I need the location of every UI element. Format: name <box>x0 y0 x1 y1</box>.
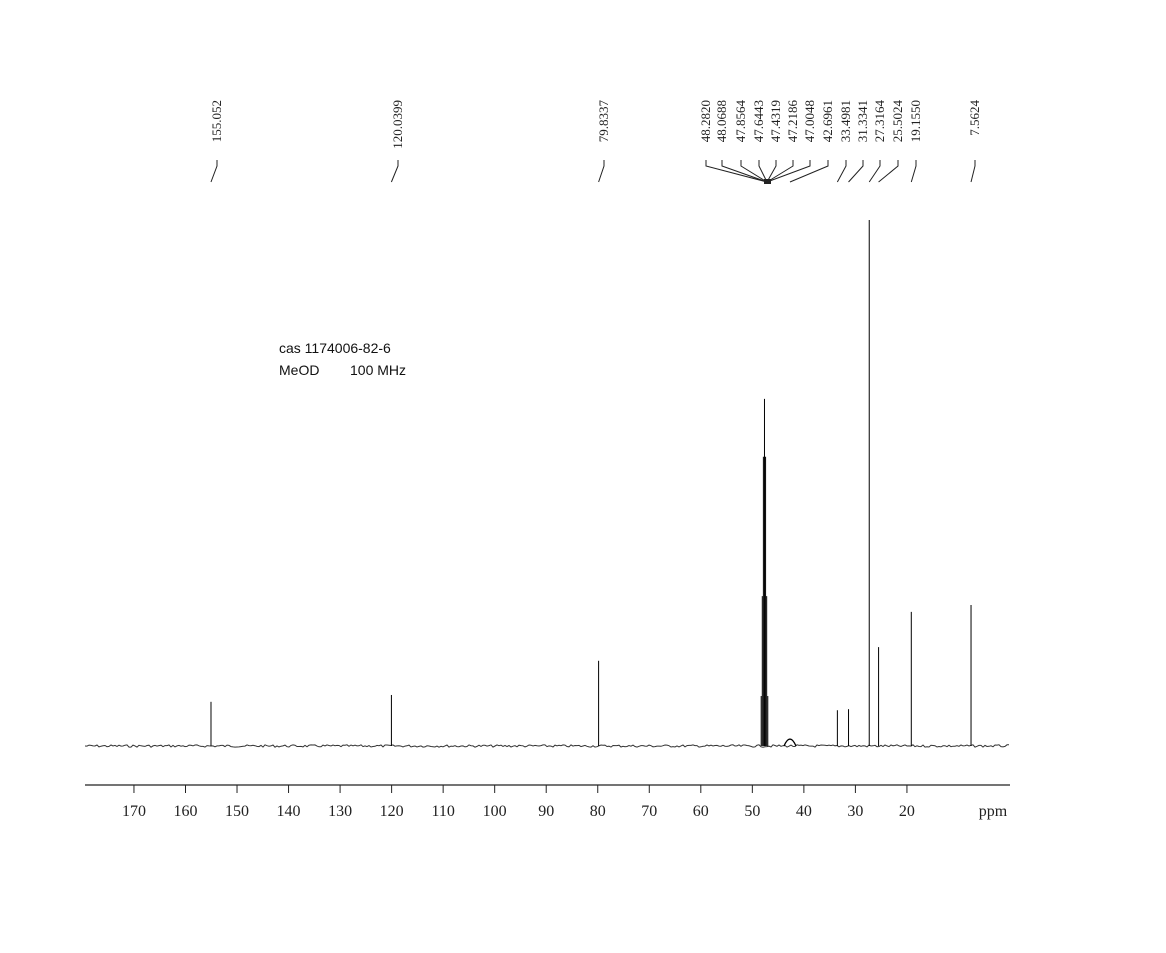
peak-label: 42.6961 <box>820 100 835 142</box>
peak-leader <box>210 160 218 183</box>
peak-leader <box>789 160 829 183</box>
x-tick-label: 80 <box>590 803 606 820</box>
peak-label: 27.3164 <box>872 100 887 143</box>
peak-label: 19.1550 <box>908 100 923 142</box>
x-tick-label: 40 <box>796 803 812 820</box>
peak-leader <box>740 160 768 183</box>
x-tick-label: 140 <box>277 803 301 820</box>
peak-leader <box>390 160 399 183</box>
peak-leader <box>878 160 899 183</box>
peak-leader <box>848 160 864 183</box>
peak-leader <box>721 160 768 183</box>
peak-leader <box>868 160 881 183</box>
peak-label: 47.8564 <box>733 100 748 143</box>
leader-hub <box>764 179 771 184</box>
peak-label: 47.2186 <box>785 100 800 143</box>
x-tick-label: 160 <box>173 803 197 820</box>
peak-leader <box>758 160 768 183</box>
peak-leader <box>766 160 794 183</box>
annotation: MeOD <box>279 362 319 378</box>
peak-label: 120.0399 <box>390 100 405 149</box>
peak-label: 79.8337 <box>596 100 611 143</box>
peak-label: 33.4981 <box>838 100 853 142</box>
peak-label: 25.5024 <box>890 100 905 143</box>
peak-label: 155.052 <box>209 100 224 142</box>
peak <box>783 738 797 747</box>
annotation: cas 1174006-82-6 <box>279 340 391 356</box>
peak-leader <box>598 160 605 183</box>
peak-leader <box>705 160 768 183</box>
peak-leader <box>910 160 917 183</box>
peak-label: 31.3341 <box>855 100 870 142</box>
x-tick-label: 50 <box>744 803 760 820</box>
x-tick-label: 30 <box>847 803 863 820</box>
peak-leader <box>766 160 811 183</box>
peak-label: 7.5624 <box>967 100 982 136</box>
x-tick-label: 170 <box>122 803 146 820</box>
peak-leader <box>970 160 976 183</box>
peak-label: 47.4319 <box>768 100 783 142</box>
peak-label: 47.6443 <box>751 100 766 142</box>
x-tick-label: 90 <box>538 803 554 820</box>
peak-label: 48.0688 <box>714 100 729 142</box>
annotation: 100 MHz <box>350 362 406 378</box>
peak-leader <box>836 160 847 183</box>
x-tick-label: 70 <box>641 803 657 820</box>
x-tick-label: 100 <box>483 803 507 820</box>
peak-label: 47.0048 <box>802 100 817 142</box>
x-tick-label: 110 <box>431 803 454 820</box>
peak-label: 48.2820 <box>698 100 713 142</box>
x-tick-label: 20 <box>899 803 915 820</box>
x-tick-label: 130 <box>328 803 352 820</box>
peak-leader <box>766 160 777 183</box>
x-axis-label: ppm <box>979 803 1008 820</box>
x-tick-label: 120 <box>380 803 404 820</box>
x-tick-label: 60 <box>693 803 709 820</box>
baseline <box>84 744 1009 748</box>
x-tick-label: 150 <box>225 803 249 820</box>
